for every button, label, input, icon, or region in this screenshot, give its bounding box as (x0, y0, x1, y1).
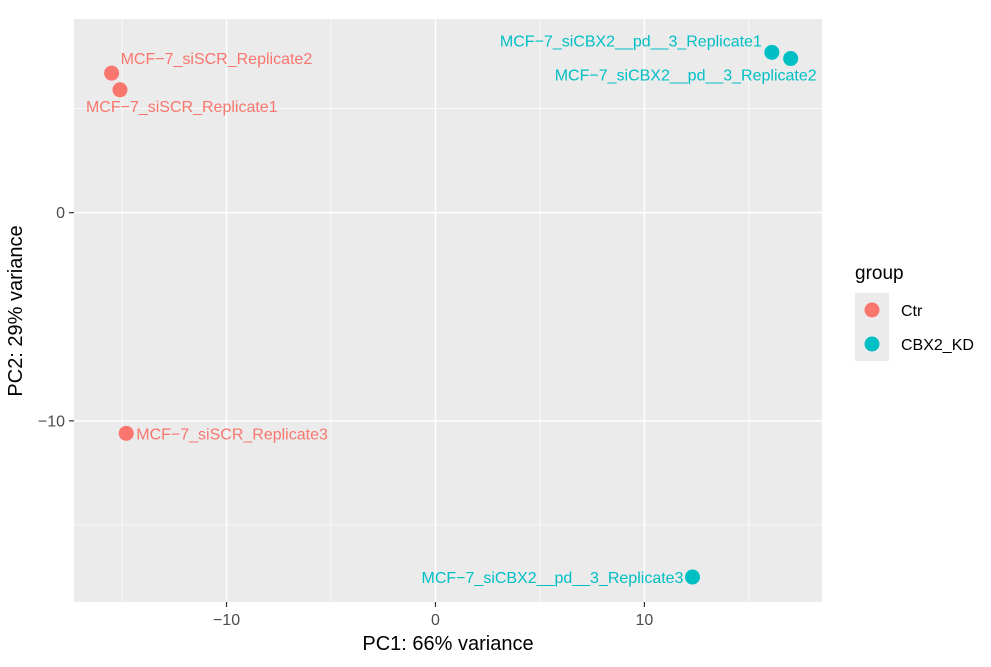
legend-key-marker (864, 336, 880, 352)
point-labels: MCF−7_siSCR_Replicate2 MCF−7_siSCR_Replic… (86, 33, 817, 587)
legend-key-marker (864, 302, 880, 318)
legend-label: CBX2_KD (901, 337, 974, 354)
data-point-label: MCF−7_siSCR_Replicate1 (86, 99, 278, 116)
x-tick-label: 0 (431, 612, 440, 629)
data-point (112, 82, 128, 98)
data-point-label: MCF−7_siCBX2__pd__3_Replicate2 (555, 68, 817, 85)
data-point-label: MCF−7_siCBX2__pd__3_Replicate3 (422, 570, 684, 587)
x-tick-label: 10 (636, 612, 654, 629)
data-point (684, 569, 700, 585)
data-point-label: MCF−7_siSCR_Replicate3 (136, 426, 328, 443)
y-tick-label: −10 (38, 413, 65, 430)
legend-label: Ctr (901, 303, 923, 320)
minor-gridlines (74, 19, 822, 602)
data-point-label: MCF−7_siCBX2__pd__3_Replicate1 (500, 33, 762, 50)
data-point (764, 44, 780, 60)
data-point-label: MCF−7_siSCR_Replicate2 (121, 51, 313, 68)
y-tick-label: 0 (56, 205, 65, 222)
data-point (118, 425, 134, 441)
data-points (104, 44, 799, 585)
plot-panel (74, 19, 822, 602)
x-axis-title: PC1: 66% variance (362, 633, 533, 655)
x-tick-label: −10 (213, 612, 240, 629)
x-axis-ticks: −10 0 10 (213, 602, 653, 629)
data-point (783, 51, 799, 67)
y-axis-ticks: −10 0 (38, 205, 74, 430)
y-axis-title: PC2: 29% variance (5, 225, 27, 396)
major-gridlines (74, 19, 822, 602)
data-point (104, 65, 120, 81)
legend: group Ctr CBX2_KD (855, 263, 974, 361)
legend-title: group (855, 263, 904, 284)
